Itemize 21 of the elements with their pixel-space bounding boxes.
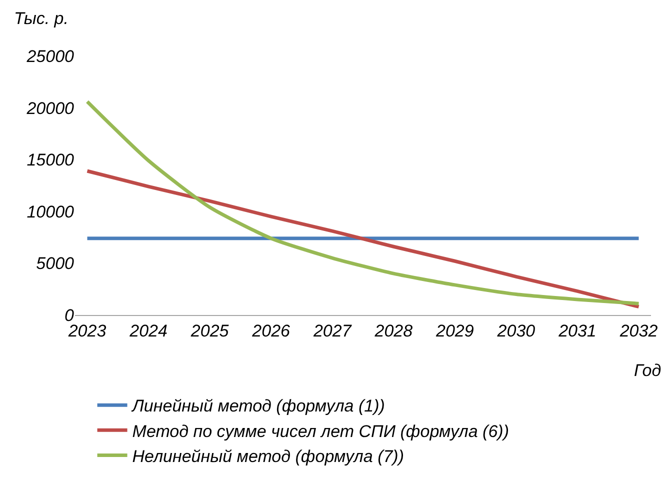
- x-tick-label: 2031: [558, 321, 596, 340]
- legend-label: Метод по сумме чисел лет СПИ (формула (6)): [132, 422, 509, 441]
- x-tick-label: 2025: [190, 321, 230, 340]
- x-axis-title: Год: [634, 361, 662, 380]
- x-tick-label: 2026: [251, 321, 291, 340]
- x-tick-label: 2027: [312, 321, 352, 340]
- legend-label: Линейный метод (формула (1)): [131, 396, 385, 416]
- y-tick-label: 5000: [36, 254, 75, 274]
- x-tick-label: 2024: [128, 321, 168, 340]
- x-tick-label: 2029: [434, 321, 474, 340]
- y-tick-label: 20000: [26, 98, 75, 118]
- y-tick-label: 10000: [26, 202, 75, 222]
- line-series: [86, 100, 640, 306]
- legend-label: Нелинейный метод (формула (7)): [132, 446, 404, 466]
- x-tick-label: 2028: [374, 321, 414, 340]
- x-tick-label: 2032: [618, 321, 658, 340]
- y-axis-title: Тыс. р.: [14, 9, 68, 28]
- line-series: [86, 169, 640, 308]
- y-tick-label: 15000: [26, 150, 75, 170]
- y-tick-label: 25000: [26, 46, 75, 66]
- x-tick-label: 2030: [496, 321, 536, 340]
